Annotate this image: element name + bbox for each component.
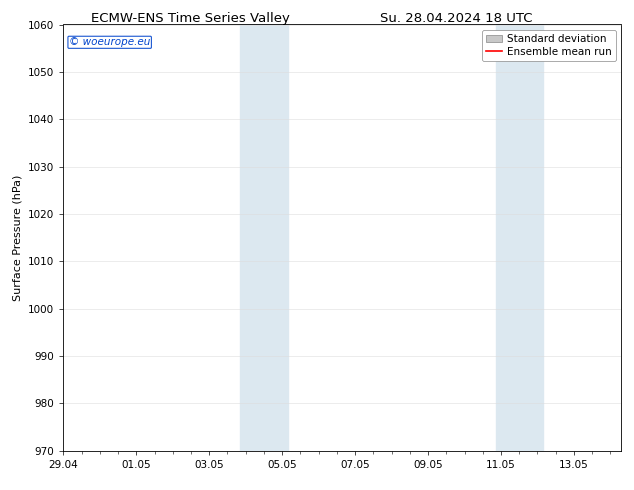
Legend: Standard deviation, Ensemble mean run: Standard deviation, Ensemble mean run (482, 30, 616, 61)
Bar (240, 24, 259, 451)
Text: © woeurope.eu: © woeurope.eu (69, 37, 150, 48)
Text: ECMW-ENS Time Series Valley: ECMW-ENS Time Series Valley (91, 12, 290, 25)
Text: Su. 28.04.2024 18 UTC: Su. 28.04.2024 18 UTC (380, 12, 533, 25)
Y-axis label: Surface Pressure (hPa): Surface Pressure (hPa) (13, 174, 23, 301)
Bar (259, 24, 288, 451)
Bar (496, 24, 514, 451)
Bar (514, 24, 543, 451)
